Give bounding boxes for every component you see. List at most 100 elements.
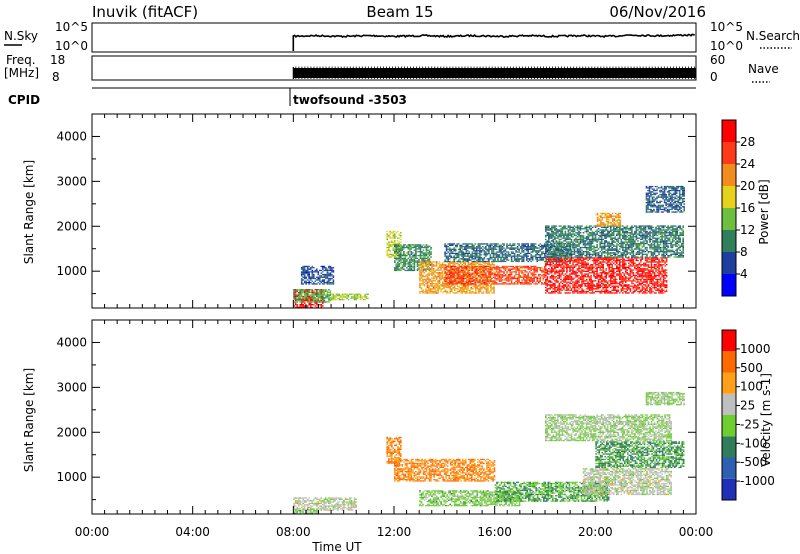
power-cell — [495, 255, 498, 257]
power-cell — [516, 268, 519, 270]
power-cell — [653, 276, 656, 278]
power-cell — [488, 272, 490, 274]
power-cell — [541, 269, 543, 272]
power-cell — [497, 255, 499, 257]
power-cell — [581, 282, 583, 285]
power-cell — [308, 271, 310, 273]
power-cell — [319, 275, 321, 277]
power-cell — [483, 260, 486, 263]
power-cell — [467, 264, 470, 266]
power-cell — [395, 236, 398, 238]
power-cell — [397, 237, 399, 239]
power-cell — [432, 278, 435, 281]
power-cell — [623, 259, 626, 262]
power-cell — [453, 281, 456, 283]
power-cell — [427, 246, 429, 249]
power-cell — [552, 261, 555, 263]
power-cell — [497, 251, 499, 253]
power-cell — [497, 277, 499, 280]
power-cell — [322, 268, 324, 270]
power-cell — [597, 274, 600, 277]
power-cell — [466, 286, 468, 289]
nave-label: Nave — [748, 62, 779, 76]
power-cell — [512, 283, 514, 285]
power-cell — [457, 277, 460, 280]
power-cell — [303, 299, 306, 302]
power-cell — [635, 278, 638, 281]
power-cell — [489, 279, 492, 281]
power-cell — [664, 280, 666, 282]
power-cell — [441, 276, 444, 278]
power-cell — [554, 276, 556, 278]
power-cell — [513, 283, 516, 285]
power-cell — [497, 260, 499, 263]
power-cell — [507, 273, 510, 276]
power-cell — [632, 286, 635, 289]
power-cell — [473, 270, 476, 272]
power-cell — [429, 262, 432, 264]
power-cell — [625, 280, 627, 282]
power-cell — [527, 252, 529, 255]
power-cell — [516, 258, 519, 260]
power-cell — [398, 257, 401, 259]
power-cell — [397, 269, 399, 272]
power-cell — [487, 286, 489, 289]
power-cell — [600, 290, 603, 293]
power-cell — [522, 256, 525, 259]
power-cell — [335, 299, 338, 301]
power-cell — [581, 264, 583, 266]
power-cell — [552, 282, 555, 285]
power-cell — [506, 244, 508, 246]
power-cell — [451, 275, 454, 277]
power-cell — [576, 268, 579, 270]
power-cell — [570, 282, 573, 285]
power-cell — [617, 290, 620, 293]
power-cell — [457, 260, 460, 263]
power-cell — [463, 288, 465, 290]
power-cell — [629, 289, 632, 291]
power-cell — [588, 288, 591, 290]
power-cell — [609, 273, 612, 275]
power-cell — [410, 261, 413, 263]
power-cell — [534, 267, 537, 269]
power-cell — [450, 272, 452, 274]
power-cell — [349, 293, 351, 295]
power-cell — [549, 286, 552, 289]
power-cell — [545, 282, 547, 285]
power-cell — [659, 286, 662, 289]
power-cell — [317, 293, 320, 295]
power-cell — [328, 282, 330, 284]
power-cell — [432, 265, 435, 267]
power-cell — [424, 256, 426, 258]
power-cell — [394, 268, 396, 270]
power-cell — [579, 258, 582, 260]
power-cell — [640, 269, 642, 271]
power-cell — [590, 286, 592, 289]
power-cell — [658, 262, 660, 264]
power-cell — [569, 262, 571, 264]
power-cell — [554, 258, 556, 260]
power-cell — [329, 298, 332, 300]
power-cell — [590, 257, 592, 259]
power-cell — [638, 262, 641, 264]
power-cell — [432, 270, 435, 272]
power-cell — [585, 258, 588, 260]
power-cell — [472, 262, 474, 264]
power-cell — [448, 272, 451, 274]
power-cell — [539, 276, 542, 278]
power-cell — [477, 282, 480, 284]
power-cell — [455, 262, 457, 264]
power-cell — [487, 264, 489, 266]
power-cell — [416, 264, 419, 266]
power-cell — [453, 275, 455, 277]
power-cell — [519, 271, 522, 273]
power-cell — [533, 267, 535, 269]
power-cell — [664, 273, 666, 275]
power-cell — [313, 293, 315, 295]
power-cell — [506, 275, 508, 277]
power-cell — [570, 257, 573, 259]
power-cell — [459, 247, 461, 249]
power-cell — [554, 273, 556, 275]
power-cell — [635, 277, 638, 279]
power-cell — [640, 278, 642, 281]
